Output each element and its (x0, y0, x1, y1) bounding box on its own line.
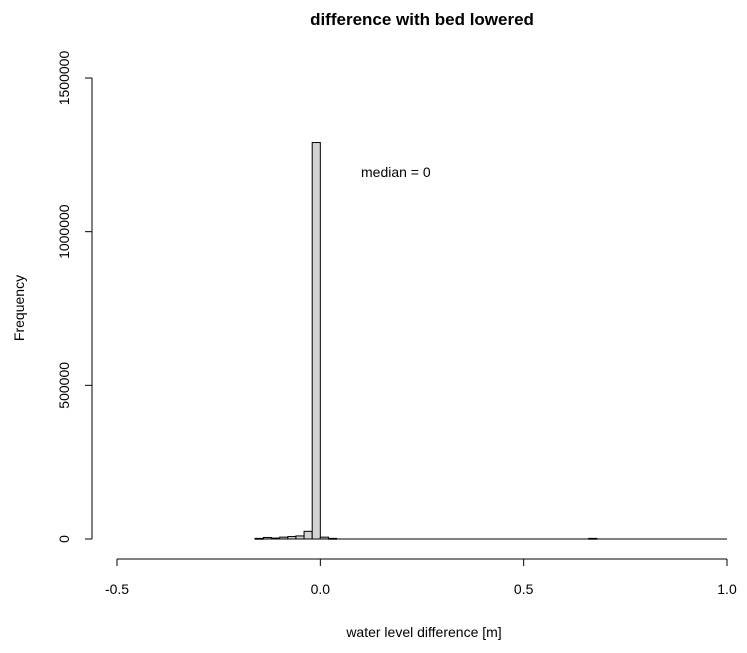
x-tick-label: -0.5 (105, 581, 129, 597)
histogram-bar (303, 530, 313, 540)
x-axis-title: water level difference [m] (345, 624, 501, 640)
histogram-bar (311, 142, 321, 540)
axes-layer: 0 500000 1000000 1500000 -0.5 0.0 0.5 1.0 (56, 51, 737, 597)
y-tick-label: 1000000 (56, 204, 72, 259)
bars-layer (254, 142, 727, 540)
y-tick-label: 500000 (56, 362, 72, 409)
y-tick-label: 0 (56, 535, 72, 543)
y-tick-label: 1500000 (56, 51, 72, 106)
chart-title: difference with bed lowered (310, 10, 534, 29)
x-tick-label: 0.0 (311, 581, 331, 597)
y-axis-title: Frequency (11, 275, 27, 341)
median-annotation: median = 0 (361, 164, 431, 180)
x-tick-label: 1.0 (717, 581, 737, 597)
x-tick-label: 0.5 (514, 581, 534, 597)
